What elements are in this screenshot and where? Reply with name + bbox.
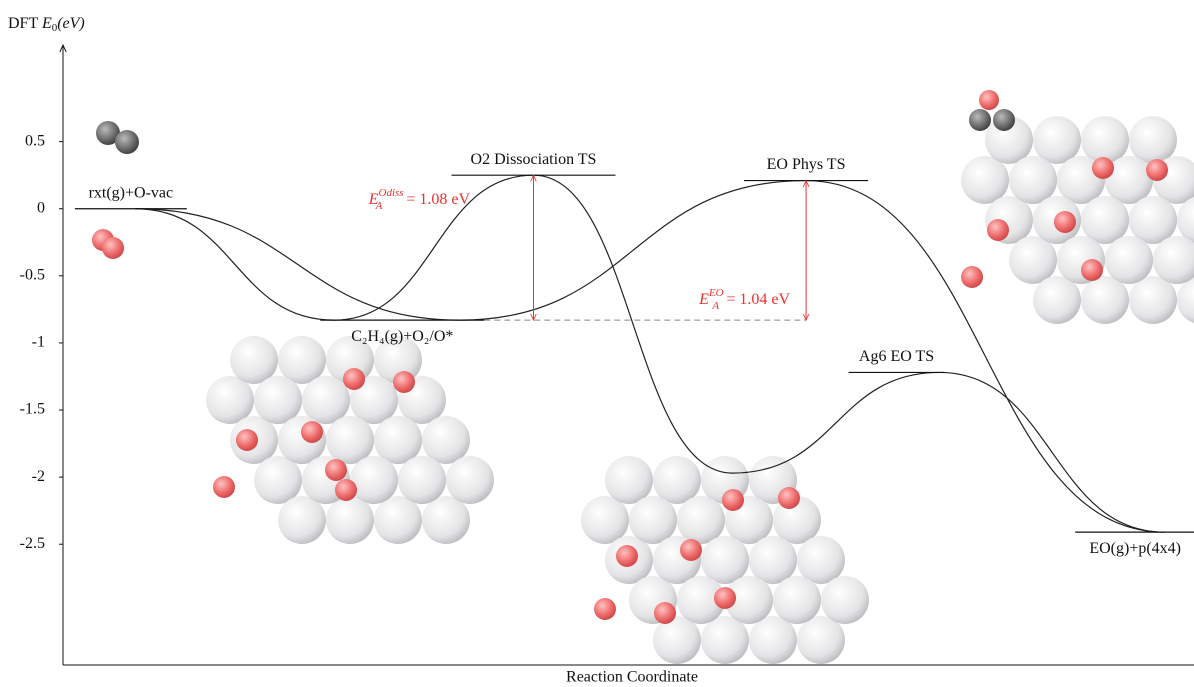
atom — [749, 616, 797, 664]
atom — [987, 219, 1009, 241]
atom — [1009, 156, 1057, 204]
atom — [278, 336, 326, 384]
y-tick-label: -1 — [32, 334, 45, 351]
atom — [1153, 236, 1194, 284]
atom — [326, 496, 374, 544]
atom — [446, 456, 494, 504]
state-label: rxt(g)+O-vac — [89, 184, 174, 201]
atom — [653, 456, 701, 504]
y-tick-label: -0.5 — [20, 266, 45, 283]
atom — [335, 479, 357, 501]
atom — [301, 421, 323, 443]
x-axis-label: Reaction Coordinate — [566, 669, 698, 686]
atom — [236, 429, 258, 451]
superscript: Odiss — [379, 187, 404, 199]
atom — [254, 376, 302, 424]
value-text: = 1.04 eV — [726, 291, 790, 308]
atom — [961, 156, 1009, 204]
state-label: Ag6 EO TS — [859, 348, 934, 365]
atom — [422, 496, 470, 544]
atom — [206, 376, 254, 424]
atom — [1081, 196, 1129, 244]
atom — [722, 489, 744, 511]
atom — [993, 109, 1015, 131]
atom — [278, 496, 326, 544]
state-label: EO(g)+p(4x4) — [1089, 540, 1181, 557]
atom — [701, 616, 749, 664]
atom — [594, 598, 616, 620]
value-text: = 1.08 eV — [406, 191, 470, 208]
y-tick-label: 0.5 — [25, 132, 45, 149]
atom — [213, 476, 235, 498]
atom — [701, 536, 749, 584]
state-label: EO Phys TS — [767, 156, 846, 173]
atom — [629, 496, 677, 544]
atom — [680, 539, 702, 561]
atom — [1092, 157, 1114, 179]
atom — [654, 602, 676, 624]
y-tick-label: -1.5 — [20, 401, 45, 418]
atom — [778, 487, 800, 509]
page: DFT E0(eV) Reaction Coordinate 0.5 0 -0.5 -… — [0, 0, 1194, 687]
atom — [374, 496, 422, 544]
y-tick-label: 0 — [37, 199, 45, 216]
atom — [350, 456, 398, 504]
atom — [1033, 276, 1081, 324]
atom — [969, 109, 991, 131]
superscript: EO — [708, 287, 724, 299]
atom — [653, 616, 701, 664]
atom — [1146, 159, 1168, 181]
y-tick-label: -2.5 — [20, 535, 45, 552]
state-label: O2 Dissociation TS — [471, 151, 597, 168]
atom — [1129, 276, 1177, 324]
y-tick-label: -2 — [32, 468, 45, 485]
atom — [797, 536, 845, 584]
atom — [797, 616, 845, 664]
state-label: C₂H₄(g)+O₂/O* — [351, 328, 453, 345]
atom — [102, 237, 124, 259]
atom — [1081, 259, 1103, 281]
subscript: A — [711, 300, 719, 312]
atom — [581, 496, 629, 544]
atom — [773, 576, 821, 624]
subscript: A — [375, 200, 383, 212]
atom — [961, 266, 983, 288]
atom — [1129, 196, 1177, 244]
atom — [749, 536, 797, 584]
atom — [1033, 116, 1081, 164]
atom — [821, 576, 869, 624]
atom — [1105, 236, 1153, 284]
atom — [230, 336, 278, 384]
illustrations — [92, 90, 1194, 664]
atom — [326, 416, 374, 464]
atom — [343, 368, 365, 390]
atom — [393, 371, 415, 393]
atom — [325, 459, 347, 481]
atom — [1081, 116, 1129, 164]
atom — [115, 130, 139, 154]
atom — [302, 376, 350, 424]
atom — [1054, 211, 1076, 233]
atom — [398, 456, 446, 504]
atom — [422, 416, 470, 464]
atom — [254, 456, 302, 504]
atom — [677, 496, 725, 544]
atom — [1129, 116, 1177, 164]
atom — [979, 90, 999, 110]
atom — [605, 456, 653, 504]
atom — [1009, 236, 1057, 284]
chart: DFT E0(eV) Reaction Coordinate 0.5 0 -0.5 -… — [0, 0, 1194, 687]
atom — [714, 587, 736, 609]
atom — [1081, 276, 1129, 324]
atom — [616, 545, 638, 567]
atom — [374, 416, 422, 464]
y-axis-label: DFT E0(eV) — [8, 15, 85, 34]
symbol: E — [698, 291, 709, 308]
